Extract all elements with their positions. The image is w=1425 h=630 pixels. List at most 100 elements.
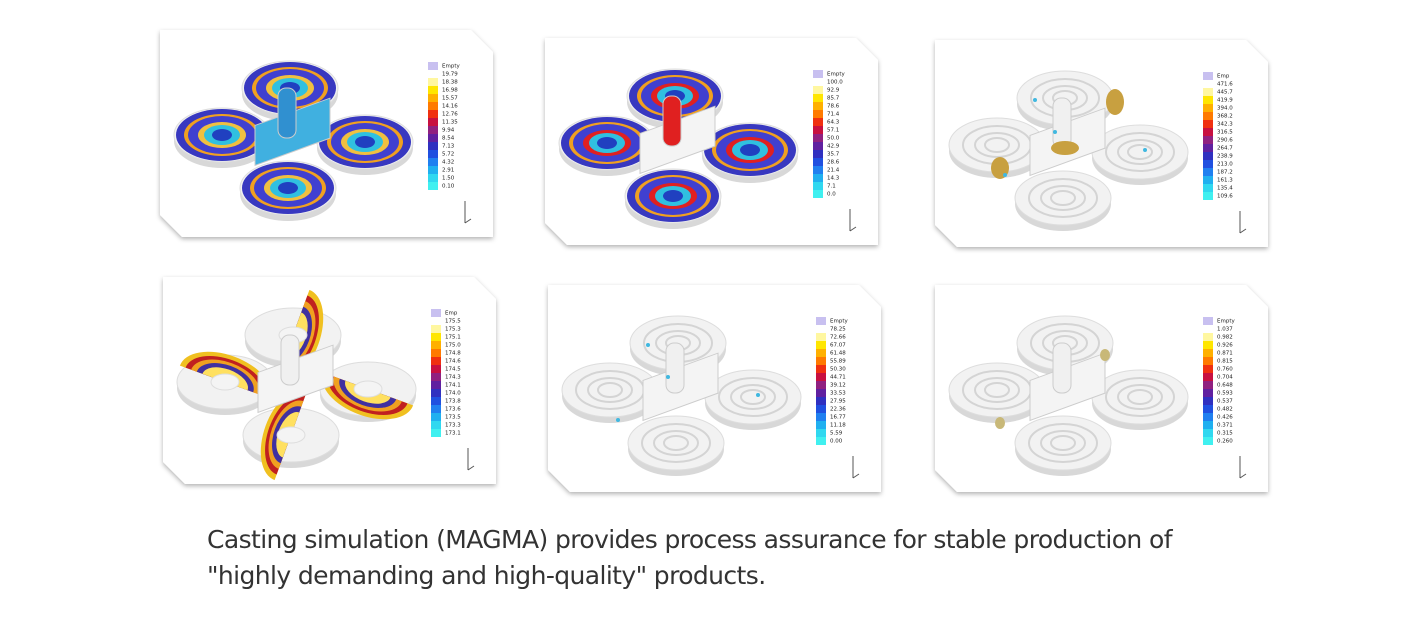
casting-ring	[1105, 377, 1175, 417]
legend-label: 71.4	[827, 112, 840, 118]
legend-label: 135.4	[1217, 186, 1233, 192]
casting-ring	[1117, 384, 1163, 410]
legend-label: 0.315	[1217, 431, 1233, 437]
panel: Empty 100.0 92.9 85.7 78.6 71.4 64.3 57.1 50.0 42…	[545, 38, 878, 245]
casting-ring	[974, 377, 1020, 403]
legend-label: 0.815	[1217, 359, 1233, 365]
legend-swatch	[431, 381, 441, 389]
legend-label: 290.6	[1217, 138, 1233, 144]
axis-icon	[467, 448, 475, 471]
defect-spot	[1033, 98, 1037, 102]
casting-ring	[730, 384, 776, 410]
defect-spot	[1143, 148, 1147, 152]
legend-label: 238.9	[1217, 154, 1233, 160]
legend-label: 471.6	[1217, 82, 1233, 88]
simulation-panels: Empty 19.79 18.38 16.98 15.57 14.16 12.76 11.35…	[160, 30, 1268, 492]
legend-label: 342.3	[1217, 122, 1233, 128]
legend-swatch	[428, 118, 438, 126]
legend-swatch	[428, 78, 438, 86]
legend-label: 173.3	[445, 423, 461, 429]
legend-swatch	[428, 94, 438, 102]
legend-swatch	[431, 397, 441, 405]
axis-icon	[1239, 211, 1247, 234]
legend-label: 15.57	[442, 96, 458, 102]
axis-icon	[852, 456, 860, 479]
legend-title: Emp	[1217, 74, 1230, 80]
legend-label: 9.94	[442, 128, 455, 134]
legend-swatch	[428, 182, 438, 190]
casting-riser	[1052, 342, 1072, 394]
legend-title: Empty	[830, 319, 848, 325]
panel: Emp 471.6 445.7 419.9 394.0 368.2 342.3 316.5 29…	[935, 40, 1268, 247]
legend-label: 12.76	[442, 112, 458, 118]
legend-label: 174.8	[445, 351, 461, 357]
legend-label: 21.4	[827, 168, 840, 174]
caption-line: "highly demanding and high-quality" prod…	[207, 561, 766, 590]
defect-spot	[1003, 173, 1007, 177]
legend-label: 22.36	[830, 407, 846, 413]
defect-spot	[1100, 349, 1110, 361]
panel: Emp 175.5 175.3 175.1 175.0 174.8 174.6 174.5 17…	[163, 277, 496, 484]
legend-label: 173.8	[445, 399, 461, 405]
legend-swatch	[431, 349, 441, 357]
legend-swatch	[1203, 72, 1213, 80]
legend-swatch	[813, 102, 823, 110]
legend-swatch	[1203, 176, 1213, 184]
legend-label: 16.98	[442, 88, 458, 94]
legend-label: 0.0	[827, 192, 836, 198]
casting-ring	[1117, 139, 1163, 165]
legend-swatch	[431, 373, 441, 381]
legend-label: 173.5	[445, 415, 461, 421]
casting-ring	[355, 136, 375, 148]
legend-swatch	[1203, 413, 1213, 421]
legend-swatch	[431, 341, 441, 349]
legend-label: 7.13	[442, 144, 455, 150]
panel: Empty 19.79 18.38 16.98 15.57 14.16 12.76 11.35…	[160, 30, 493, 237]
legend-label: 368.2	[1217, 114, 1233, 120]
defect-spot	[666, 375, 670, 379]
legend-label: 419.9	[1217, 98, 1233, 104]
legend-swatch	[1203, 96, 1213, 104]
legend-label: 44.71	[830, 375, 846, 381]
legend-swatch	[1203, 389, 1213, 397]
legend-label: 109.6	[1217, 194, 1233, 200]
legend-swatch	[428, 166, 438, 174]
legend-label: 100.0	[827, 80, 843, 86]
defect-spot	[1053, 130, 1057, 134]
legend-swatch	[816, 317, 826, 325]
legend-swatch	[816, 405, 826, 413]
casting-ring	[974, 132, 1020, 158]
legend-swatch	[1203, 184, 1213, 192]
legend-swatch	[1203, 349, 1213, 357]
legend-label: 175.0	[445, 343, 461, 349]
defect-spot	[1106, 89, 1124, 115]
legend-label: 174.0	[445, 391, 461, 397]
casting-ring	[587, 377, 633, 403]
legend-label: 57.1	[827, 128, 839, 134]
legend-swatch	[1203, 88, 1213, 96]
legend-label: 67.07	[830, 343, 846, 349]
legend-swatch	[1203, 381, 1213, 389]
casting-ring	[276, 426, 306, 444]
legend-label: 0.10	[442, 184, 455, 190]
legend-swatch	[431, 389, 441, 397]
caption-line: Casting simulation (MAGMA) provides proc…	[207, 525, 1173, 554]
defect-spot	[756, 393, 760, 397]
legend-swatch	[428, 134, 438, 142]
legend-swatch	[813, 78, 823, 86]
legend-swatch	[1203, 160, 1213, 168]
legend-swatch	[816, 325, 826, 333]
legend-swatch	[428, 126, 438, 134]
legend-label: 85.7	[827, 96, 840, 102]
legend-label: 174.3	[445, 375, 461, 381]
casting-ring	[984, 382, 1010, 398]
legend-title: Empty	[1217, 319, 1235, 325]
legend-swatch	[428, 158, 438, 166]
legend-swatch	[816, 333, 826, 341]
legend-swatch	[431, 365, 441, 373]
legend-label: 0.593	[1217, 391, 1233, 397]
legend-swatch	[813, 142, 823, 150]
legend-swatch	[1203, 152, 1213, 160]
legend-swatch	[428, 102, 438, 110]
